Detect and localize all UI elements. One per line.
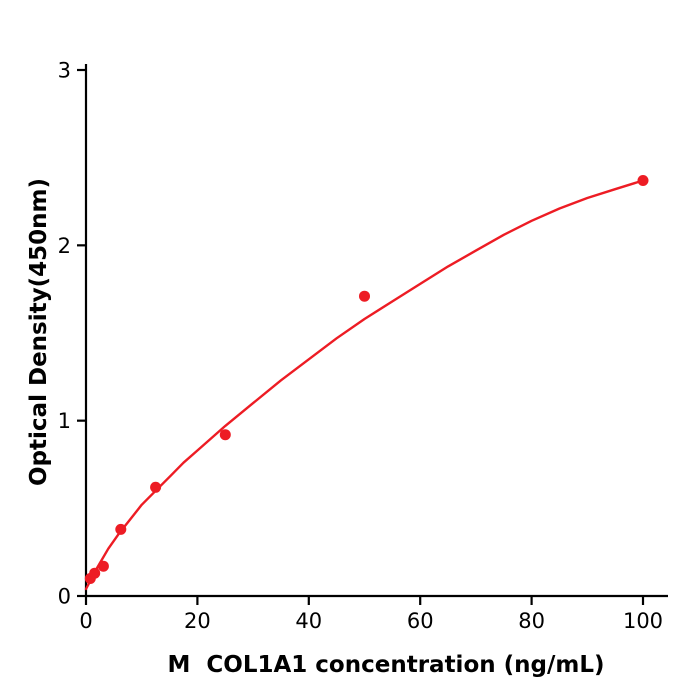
x-tick-label: 100 [623, 609, 663, 633]
x-tick-label: 0 [79, 609, 92, 633]
y-tick-label: 2 [58, 234, 71, 258]
data-point [115, 523, 127, 535]
y-tick-label: 0 [58, 585, 71, 609]
data-point [150, 481, 162, 493]
data-point [89, 567, 101, 579]
data-point [97, 560, 109, 572]
axes-spines [84, 64, 668, 598]
data-point [637, 175, 649, 186]
y-axis-label: Optical Density(450nm) [26, 178, 52, 486]
data-point [219, 429, 231, 441]
y-tick-label: 1 [58, 409, 71, 433]
x-tick-label: 60 [407, 609, 434, 633]
x-tick-label: 80 [518, 609, 545, 633]
data-point [359, 290, 370, 302]
x-tick-label: 40 [295, 609, 322, 633]
x-tick-label: 20 [184, 609, 211, 633]
fit-curve [84, 179, 645, 591]
y-tick-label: 3 [58, 59, 71, 83]
x-axis-label: M COL1A1 concentration (ng/mL) [167, 652, 604, 678]
plot-area: 0 1 2 3 0 20 40 60 80 100 [58, 59, 668, 633]
